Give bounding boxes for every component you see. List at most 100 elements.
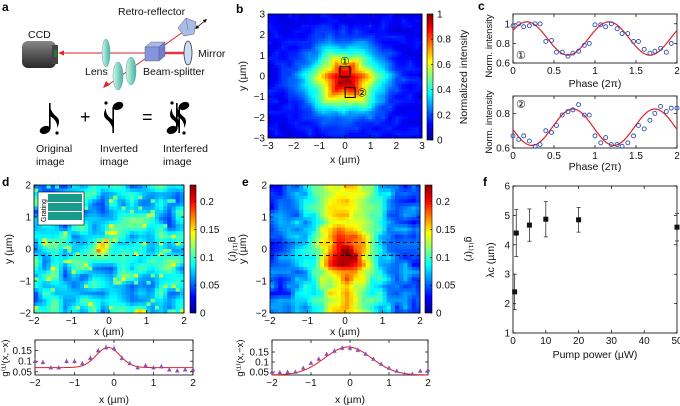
d-heatmap-cell [175, 245, 181, 250]
b-heatmap-cell [314, 46, 319, 50]
d-heatmap-cell [104, 209, 110, 214]
c1-tag: ① [516, 50, 526, 62]
d-heatmap-cell [54, 256, 60, 261]
d-heatmap-cell [46, 263, 52, 268]
b-heatmap-cell [304, 19, 309, 23]
b-heatmap-cell [415, 51, 420, 55]
e-heatmap-cell [311, 281, 317, 285]
e-heatmap-cell [324, 263, 329, 268]
b-heatmap-cell [288, 92, 292, 96]
e-heatmap-cell [378, 220, 383, 225]
e-heatmap-cell [324, 281, 329, 285]
e-heatmap-cell [320, 256, 325, 261]
d-heatmap-cell [75, 288, 81, 293]
e-heatmap-cell [407, 217, 413, 221]
b-heatmap-cell [324, 16, 329, 20]
e-heatmap-cell [370, 234, 375, 239]
b-heatmap-cell [401, 43, 406, 47]
b-heatmap-cell [398, 27, 403, 31]
b-heatmap-cell [381, 105, 386, 109]
e-heatmap-cell [353, 224, 358, 229]
b-heatmap-cell [338, 127, 343, 131]
e-heatmap-cell [332, 273, 338, 278]
d-heatmap-cell [150, 231, 156, 236]
b-heatmap-cell [301, 49, 306, 53]
e-heatmap-cell [390, 195, 396, 200]
d-heatmap-cell [59, 291, 64, 296]
e-heatmap-cell [403, 266, 408, 271]
e-heatmap-cell [303, 263, 308, 268]
b-heatmap-cell [345, 94, 349, 98]
b-heatmap-cell [328, 40, 333, 45]
b-heatmap-cell [351, 40, 356, 45]
d-heatmap-cell [150, 295, 156, 300]
e-heatmap-cell [365, 202, 371, 207]
e-heatmap-cell [365, 234, 371, 239]
d-heatmap-cell [171, 270, 177, 275]
d-heatmap-cell [113, 195, 118, 200]
e-heatmap-cell [395, 234, 400, 239]
b-heatmap-cell [355, 89, 359, 93]
b-heatmap-cell [271, 57, 276, 61]
e-heatmap-cell [311, 188, 317, 193]
b-heatmap-cell [288, 105, 292, 109]
b-heatmap-cell [331, 97, 336, 101]
b-heatmap-cell [291, 135, 296, 139]
d-heatmap-cell [54, 224, 60, 229]
b-heatmap-cell [284, 116, 289, 120]
ccd-label: CCD [28, 29, 51, 41]
d-heatmap-cell [100, 209, 106, 214]
b-heatmap-cell [321, 49, 326, 53]
e-heatmap-cell [270, 241, 275, 246]
d-heatmap-cell [100, 185, 106, 189]
b-heatmap-cell [408, 81, 413, 85]
b-heatmap-cell [274, 32, 279, 36]
b-heatmap-cell [308, 84, 312, 88]
e-heatmap-cell [307, 199, 313, 204]
b-heatmap-cell [411, 86, 416, 90]
d-heatmap-cell [109, 206, 114, 211]
b-xlabel: x (µm) [330, 154, 360, 166]
e-heatmap-cell [407, 277, 413, 282]
b-heatmap-cell [365, 113, 369, 117]
b-heatmap-cell [311, 94, 316, 98]
b-heatmap-cell [415, 108, 420, 112]
b-heatmap-cell [388, 84, 393, 88]
b-heatmap-cell [324, 24, 329, 28]
b-heatmap-cell [334, 89, 339, 93]
b-heatmap-cell [348, 16, 353, 20]
b-heatmap-cell [381, 70, 386, 74]
b-heatmap-cell [271, 70, 276, 74]
b-heatmap-cell [408, 27, 413, 31]
e-heatmap-cell [399, 270, 404, 275]
e-heatmap-cell [307, 305, 313, 310]
d-heatmap-cell [121, 199, 127, 204]
b-heatmap-cell [371, 43, 376, 47]
b-heatmap-cell [371, 100, 376, 104]
b-heatmap-cell [334, 22, 339, 26]
d-heatmap-cell [88, 206, 93, 211]
d-heatmap-cell [134, 241, 139, 246]
e-heatmap-cell [415, 185, 421, 189]
d-heatmap-cell [121, 192, 127, 197]
d-ylabel: y (µm) [3, 234, 15, 264]
d-heatmap-cell [59, 270, 64, 275]
b-heatmap-cell [391, 67, 396, 72]
b-heatmap-cell [341, 92, 346, 96]
e-heatmap-cell [340, 277, 346, 282]
b-heatmap-cell [334, 65, 339, 69]
b-heatmap-cell [408, 38, 413, 42]
e-heatmap-cell [336, 291, 342, 296]
e-heatmap-cell [374, 195, 379, 200]
d-heatmap-cell [179, 234, 185, 239]
b-heatmap-cell [388, 121, 393, 125]
b-heatmap-cell [328, 116, 333, 120]
e-heatmap-cell [324, 206, 329, 211]
e-heatmap-cell [403, 284, 408, 289]
b-heatmap-cell [284, 89, 289, 93]
b-heatmap-cell [418, 59, 423, 63]
e-heatmap-cell [299, 288, 304, 293]
d-heatmap-cell [63, 284, 68, 289]
b-heatmap-cell [408, 108, 413, 112]
b-heatmap-cell [291, 30, 296, 34]
